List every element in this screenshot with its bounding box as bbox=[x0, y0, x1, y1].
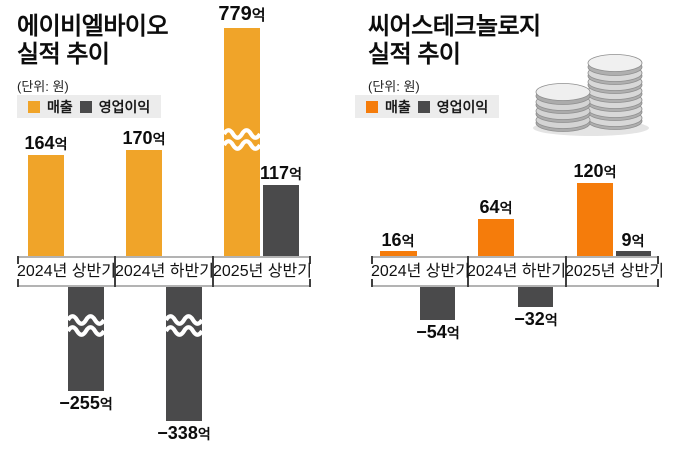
baseline-axis bbox=[17, 256, 311, 258]
axis-tick bbox=[657, 256, 659, 264]
axis-tick bbox=[371, 256, 373, 264]
bar-profit-2024h2-negative bbox=[165, 287, 203, 421]
value-label-revenue-2025h1: 120억 bbox=[573, 161, 617, 181]
legend-swatch-profit bbox=[79, 100, 92, 113]
category-separator bbox=[565, 256, 567, 287]
x-label-2024h1: 2024년 상반기 bbox=[17, 263, 116, 280]
value-label-profit-2024h2: −338억 bbox=[157, 423, 211, 443]
legend-label-revenue: 매출 bbox=[385, 98, 411, 115]
x-label-2025h1: 2025년 상반기 bbox=[213, 263, 312, 280]
bar-profit-2024h1-negative bbox=[420, 287, 455, 320]
chart-title-line2: 실적 추이 bbox=[17, 41, 110, 68]
value-label-revenue-2024h2: 64억 bbox=[479, 197, 513, 217]
value-label-revenue-2024h1: 164억 bbox=[24, 133, 68, 153]
bar-revenue-2024h2 bbox=[126, 150, 162, 256]
value-label-profit-2024h1: −54억 bbox=[416, 322, 460, 342]
lower-axis bbox=[17, 285, 311, 287]
value-label-profit-2025h1: 9억 bbox=[621, 230, 645, 250]
axis-tick bbox=[17, 256, 19, 264]
legend-label-profit: 영업이익 bbox=[436, 98, 489, 115]
value-label-profit-2025h1: 117억 bbox=[260, 163, 302, 183]
axis-tick bbox=[371, 279, 373, 287]
chart-title-seers: 씨어스테크놀로지 실적 추이 (단위: 원) bbox=[368, 13, 541, 101]
chart-title-line1: 에이비엘바이오 bbox=[17, 13, 169, 40]
legend-swatch-profit bbox=[417, 100, 430, 113]
value-label-revenue-2024h1: 16억 bbox=[381, 230, 415, 250]
legend-seers: 매출 영업이익 bbox=[355, 95, 500, 118]
axis-break-icon bbox=[223, 128, 261, 151]
bar-profit-2025h1 bbox=[616, 251, 651, 256]
lower-axis bbox=[371, 285, 659, 287]
value-label-revenue-2024h2: 170억 bbox=[122, 128, 166, 148]
axis-tick bbox=[17, 279, 19, 287]
chart-title-line1: 씨어스테크놀로지 bbox=[368, 13, 541, 40]
bar-revenue-2025h1 bbox=[577, 183, 613, 256]
category-separator bbox=[114, 256, 116, 287]
legend-ablbio: 매출 영업이익 bbox=[17, 95, 162, 118]
chart-title-ablbio: 에이비엘바이오 실적 추이 (단위: 원) bbox=[17, 13, 169, 101]
legend-swatch-revenue bbox=[366, 100, 378, 113]
x-label-2024h2: 2024년 하반기 bbox=[467, 263, 566, 280]
x-label-2024h2: 2024년 하반기 bbox=[115, 263, 214, 280]
bar-revenue-2024h2 bbox=[478, 219, 514, 256]
unit-note: (단위: 원) bbox=[368, 79, 420, 94]
bar-profit-2024h2-negative bbox=[518, 287, 553, 307]
x-label-2024h1: 2024년 상반기 bbox=[371, 263, 470, 280]
value-label-profit-2024h2: −32억 bbox=[514, 309, 558, 329]
axis-tick bbox=[309, 256, 311, 264]
legend-label-revenue: 매출 bbox=[47, 98, 73, 115]
baseline-axis bbox=[371, 256, 659, 258]
x-label-2025h1: 2025년 상반기 bbox=[565, 263, 664, 280]
axis-break-icon bbox=[67, 314, 105, 337]
legend-label-profit: 영업이익 bbox=[98, 98, 151, 115]
chart-title-line2: 실적 추이 bbox=[368, 41, 461, 68]
bar-revenue-2025h1-truncated bbox=[223, 28, 261, 256]
bar-profit-2024h1-negative bbox=[67, 287, 105, 391]
category-separator bbox=[467, 256, 469, 287]
coin-stack-illustration bbox=[533, 54, 649, 136]
value-label-revenue-2025h1: 779억 bbox=[218, 3, 266, 25]
unit-note: (단위: 원) bbox=[17, 79, 69, 94]
axis-tick bbox=[657, 279, 659, 287]
bar-revenue-2024h1 bbox=[380, 251, 417, 256]
legend-swatch-revenue bbox=[28, 100, 40, 113]
axis-tick bbox=[309, 279, 311, 287]
bar-profit-2025h1 bbox=[263, 185, 299, 256]
value-label-profit-2024h1: −255억 bbox=[59, 393, 113, 413]
bar-revenue-2024h1 bbox=[28, 155, 64, 256]
axis-break-icon bbox=[165, 314, 203, 337]
category-separator bbox=[212, 256, 214, 287]
